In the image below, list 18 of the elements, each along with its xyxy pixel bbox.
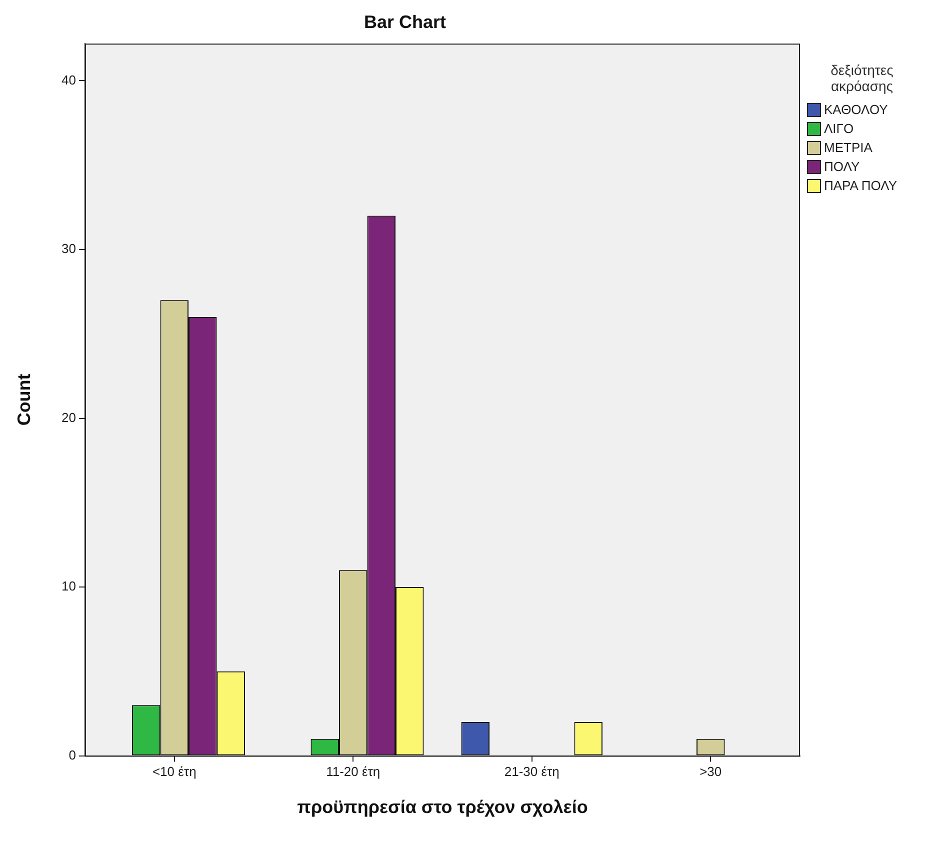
- legend-label: ΛΙΓΟ: [824, 121, 854, 136]
- x-axis-title: προϋπηρεσία στο τρέχον σχολείο: [297, 797, 588, 818]
- legend-label: ΚΑΘΟΛΟΥ: [824, 102, 888, 117]
- legend-label: ΠΑΡΑ ΠΟΛΥ: [824, 178, 897, 193]
- y-tick-label: 20: [62, 410, 76, 425]
- y-tick-label: 10: [62, 578, 76, 594]
- y-tick-label: 30: [62, 241, 76, 256]
- y-tick-label: 40: [62, 72, 76, 88]
- x-tick-label: 21-30 έτη: [504, 764, 560, 780]
- y-axis-title: Count: [14, 374, 34, 426]
- y-tick-label: 0: [68, 747, 76, 762]
- x-tick-label: 11-20 έτη: [326, 764, 380, 780]
- legend-label: ΜΕΤΡΙΑ: [824, 140, 872, 155]
- legend-title: δεξιότητες ακρόασης: [830, 62, 894, 94]
- x-tick-label: <10 έτη: [152, 764, 196, 780]
- x-tick-label: >30: [700, 764, 722, 780]
- legend-label: ΠΟΛΥ: [824, 159, 860, 174]
- chart-title: Bar Chart: [364, 12, 446, 32]
